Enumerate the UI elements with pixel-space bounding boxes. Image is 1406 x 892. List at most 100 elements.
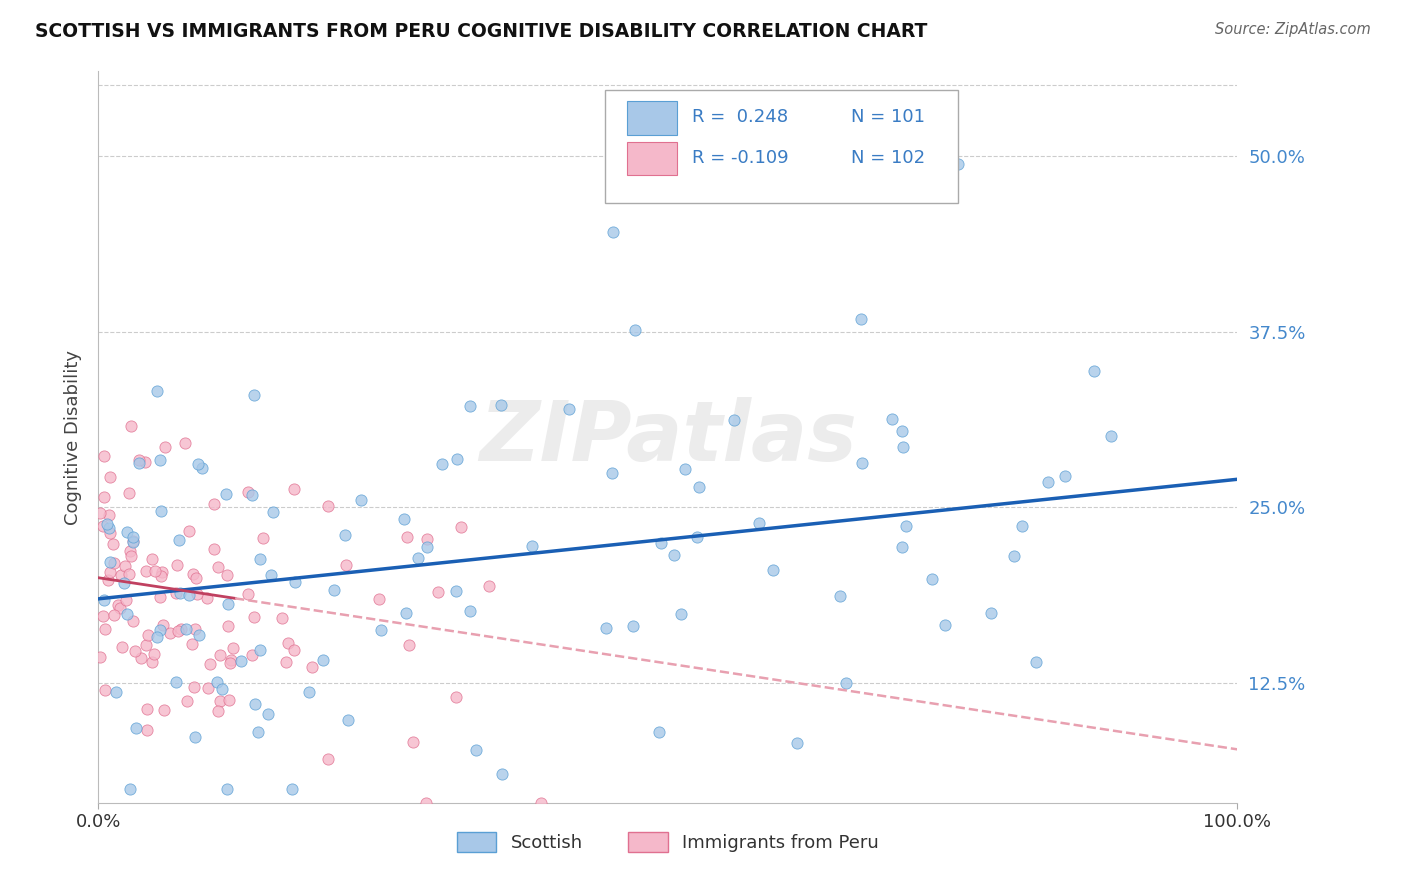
Point: [444, 690, 467, 705]
Point: [891, 424, 914, 438]
Point: [114, 558, 136, 573]
Point: [181, 637, 204, 651]
Point: [256, 707, 278, 722]
Point: [215, 781, 238, 796]
Point: [249, 551, 271, 566]
Point: [121, 530, 143, 544]
Point: [96, 517, 118, 532]
Point: [1002, 549, 1025, 564]
Point: [650, 536, 672, 550]
Point: [426, 585, 449, 599]
Point: [118, 544, 141, 558]
Point: [152, 618, 174, 632]
Point: [138, 628, 160, 642]
Point: [336, 713, 359, 727]
Point: [298, 685, 321, 699]
Point: [243, 388, 266, 402]
Point: [98, 470, 121, 484]
Text: N = 102: N = 102: [851, 149, 925, 167]
Point: [184, 622, 207, 636]
Point: [828, 589, 851, 603]
Text: SCOTTISH VS IMMIGRANTS FROM PERU COGNITIVE DISABILITY CORRELATION CHART: SCOTTISH VS IMMIGRANTS FROM PERU COGNITI…: [35, 22, 928, 41]
Point: [891, 441, 914, 455]
Point: [263, 505, 285, 519]
Point: [450, 520, 472, 534]
Text: N = 101: N = 101: [851, 109, 925, 127]
Point: [112, 575, 135, 590]
Point: [688, 479, 710, 493]
Point: [686, 530, 709, 544]
Point: [111, 640, 134, 655]
Y-axis label: Cognitive Disability: Cognitive Disability: [63, 350, 82, 524]
Point: [146, 630, 169, 644]
Point: [934, 618, 956, 632]
Point: [129, 651, 152, 665]
Point: [1083, 364, 1105, 378]
Point: [283, 482, 305, 496]
Point: [110, 567, 132, 582]
Point: [117, 607, 139, 622]
Point: [786, 736, 808, 750]
Point: [166, 624, 188, 639]
Point: [89, 649, 111, 664]
Point: [135, 723, 157, 738]
Point: [200, 657, 222, 671]
Point: [277, 636, 299, 650]
Point: [91, 609, 114, 624]
Point: [122, 535, 145, 549]
Point: [242, 609, 264, 624]
Point: [143, 564, 166, 578]
Point: [851, 456, 873, 470]
Point: [240, 648, 263, 662]
Point: [205, 674, 228, 689]
Point: [214, 486, 236, 500]
Point: [120, 419, 142, 434]
Point: [128, 453, 150, 467]
Point: [1053, 469, 1076, 483]
Point: [120, 549, 142, 564]
Point: [245, 697, 267, 711]
Point: [93, 622, 115, 636]
Point: [125, 721, 148, 735]
Point: [197, 681, 219, 695]
Point: [107, 599, 129, 613]
Point: [312, 653, 335, 667]
Point: [152, 703, 174, 717]
Point: [98, 566, 121, 580]
Point: [89, 506, 111, 520]
Point: [252, 531, 274, 545]
Point: [93, 490, 115, 504]
Point: [222, 640, 245, 655]
Point: [98, 555, 121, 569]
Point: [316, 499, 339, 513]
Point: [980, 606, 1002, 620]
Point: [370, 623, 392, 637]
Point: [103, 556, 125, 570]
Point: [398, 638, 420, 652]
Point: [202, 541, 225, 556]
Point: [595, 621, 617, 635]
Point: [188, 628, 211, 642]
Point: [491, 767, 513, 781]
Point: [104, 685, 127, 699]
Point: [880, 412, 903, 426]
Point: [166, 558, 188, 572]
Point: [318, 752, 340, 766]
Point: [117, 524, 139, 539]
Point: [240, 488, 263, 502]
Point: [150, 568, 173, 582]
Point: [136, 702, 159, 716]
Point: [446, 584, 468, 599]
Point: [648, 725, 671, 739]
Point: [93, 593, 115, 607]
Point: [195, 591, 218, 605]
Point: [124, 644, 146, 658]
Point: [97, 521, 120, 535]
Point: [149, 590, 172, 604]
Point: [149, 453, 172, 467]
Point: [166, 586, 188, 600]
Point: [186, 457, 208, 471]
Point: [274, 655, 297, 669]
Point: [141, 552, 163, 566]
Point: [93, 449, 115, 463]
